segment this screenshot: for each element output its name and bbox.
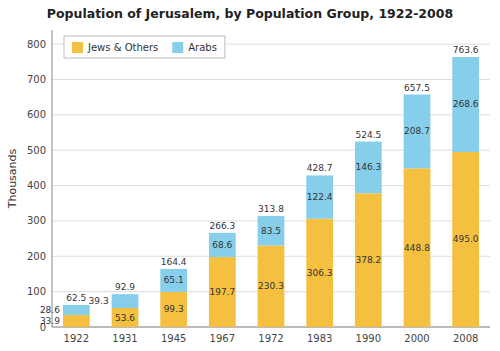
x-tick-label: 1931 — [112, 333, 137, 344]
data-label: 99.3 — [164, 304, 184, 314]
data-label: 268.6 — [453, 99, 479, 109]
data-label: 53.6 — [115, 313, 135, 323]
bar-segment — [258, 216, 285, 246]
title: Population of Jerusalem, by Population G… — [47, 6, 453, 21]
data-label: 306.3 — [307, 268, 333, 278]
legend-label: Arabs — [188, 42, 217, 53]
data-label: 197.7 — [209, 287, 235, 297]
bar-segment — [112, 294, 139, 308]
x-tick-label: 2000 — [404, 333, 429, 344]
total-label: 92.9 — [115, 282, 135, 292]
bar-segment — [355, 193, 382, 327]
data-label: 230.3 — [258, 281, 284, 291]
grid-line — [52, 79, 490, 80]
legend-swatch — [72, 42, 83, 53]
total-label: 763.6 — [453, 45, 479, 55]
bar-segment — [63, 315, 90, 327]
bars — [63, 57, 479, 327]
bar-segment — [404, 95, 431, 169]
bar-segment — [209, 233, 236, 257]
data-label: 146.3 — [355, 162, 381, 172]
total-label: 164.4 — [161, 257, 187, 267]
x-tick-label: 1983 — [307, 333, 332, 344]
data-labels: 33.9 53.6 99.3 197.7 230.3 306.3 378.2 448.8 495… — [40, 45, 479, 326]
y-axis-line — [52, 30, 53, 327]
bar-segment — [63, 305, 90, 315]
data-label: 65.1 — [164, 275, 184, 285]
bar-segment — [355, 142, 382, 194]
data-label: 378.2 — [355, 255, 381, 265]
legend-label: Jews & Others — [87, 42, 158, 53]
data-label: 448.8 — [404, 243, 430, 253]
y-tick-label: 700 — [27, 74, 46, 85]
y-tick-label: 300 — [27, 215, 46, 226]
y-tick-label: 200 — [27, 251, 46, 262]
data-label: 33.9 — [40, 316, 60, 326]
total-label: 313.8 — [258, 204, 284, 214]
bar-segment — [306, 219, 333, 327]
data-label: 495.0 — [453, 234, 479, 244]
x-tick-label: 1945 — [161, 333, 186, 344]
chart: Population of Jerusalem, by Population G… — [0, 0, 500, 351]
bar-segment — [258, 246, 285, 327]
data-label: 208.7 — [404, 126, 430, 136]
y-tick-label: 500 — [27, 145, 46, 156]
bar-segment — [404, 168, 431, 327]
x-tick-label: 1967 — [210, 333, 235, 344]
x-tick-label: 1922 — [64, 333, 89, 344]
bar-segment — [452, 152, 479, 327]
bar-segment — [160, 292, 187, 327]
bar-segment — [452, 57, 479, 152]
data-label: 68.6 — [212, 240, 232, 250]
data-label: 28.6 — [40, 305, 60, 315]
bar-segment — [112, 308, 139, 327]
x-tick-label: 2008 — [453, 333, 478, 344]
total-label: 266.3 — [209, 221, 235, 231]
y-tick-label: 400 — [27, 180, 46, 191]
y-tick-label: 800 — [27, 39, 46, 50]
total-label: 657.5 — [404, 83, 430, 93]
legend-swatch — [172, 42, 183, 53]
x-tick-label: 1990 — [356, 333, 381, 344]
y-axis-label: Thousands — [6, 148, 19, 209]
bar-segment — [209, 257, 236, 327]
data-label: 122.4 — [307, 192, 333, 202]
data-label: 83.5 — [261, 226, 281, 236]
y-tick-label: 600 — [27, 109, 46, 120]
legend-box — [64, 36, 225, 58]
x-tick-label: 1972 — [258, 333, 283, 344]
total-label: 524.5 — [355, 130, 381, 140]
data-label: 39.3 — [89, 296, 109, 306]
y-tick-label: 100 — [27, 286, 46, 297]
total-label: 62.5 — [66, 293, 86, 303]
total-label: 428.7 — [307, 163, 333, 173]
bar-segment — [160, 269, 187, 292]
legend: Jews & Others Arabs — [64, 36, 225, 58]
grid — [52, 44, 490, 327]
bar-segment — [306, 175, 333, 218]
